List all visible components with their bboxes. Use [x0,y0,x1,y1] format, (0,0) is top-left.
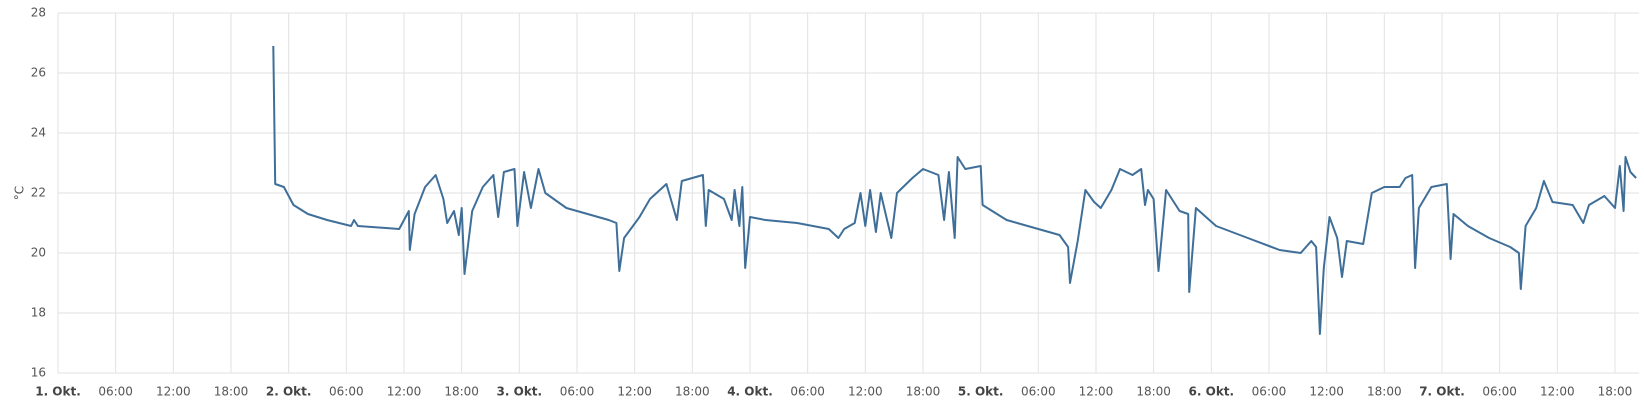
x-tick-label: 12:00 [1079,385,1114,399]
x-tick-label: 12:00 [1540,385,1575,399]
x-tick-label: 18:00 [214,385,249,399]
x-tick-label: 06:00 [790,385,825,399]
y-axis-label: °C [13,186,27,200]
x-tick-label: 12:00 [156,385,191,399]
y-tick-label: 18 [31,306,46,320]
x-tick-label: 12:00 [1309,385,1344,399]
x-tick-label: 2. Okt. [266,385,312,399]
x-tick-label: 06:00 [1252,385,1287,399]
y-tick-label: 24 [31,126,46,140]
x-tick-label: 18:00 [675,385,710,399]
x-tick-label: 6. Okt. [1189,385,1235,399]
x-tick-label: 18:00 [444,385,479,399]
x-tick-label: 5. Okt. [958,385,1004,399]
x-tick-label: 12:00 [848,385,883,399]
x-tick-label: 06:00 [560,385,595,399]
x-tick-label: 12:00 [617,385,652,399]
x-tick-label: 18:00 [1367,385,1402,399]
y-tick-label: 20 [31,246,46,260]
y-tick-label: 28 [31,6,46,20]
x-tick-label: 18:00 [1136,385,1171,399]
x-tick-label: 4. Okt. [727,385,773,399]
x-tick-label: 06:00 [98,385,133,399]
x-tick-label: 3. Okt. [497,385,543,399]
line [272,45,1637,335]
x-tick-label: 18:00 [1598,385,1633,399]
y-tick-label: 22 [31,186,46,200]
x-tick-label: 1. Okt. [35,385,81,399]
x-tick-label: 18:00 [906,385,941,399]
x-tick-label: 12:00 [387,385,422,399]
x-tick-label: 7. Okt. [1419,385,1465,399]
y-tick-label: 26 [31,66,46,80]
x-tick-label: 06:00 [1482,385,1517,399]
x-tick-label: 06:00 [1021,385,1056,399]
x-tick-label: 06:00 [329,385,364,399]
y-tick-label: 16 [31,366,46,380]
